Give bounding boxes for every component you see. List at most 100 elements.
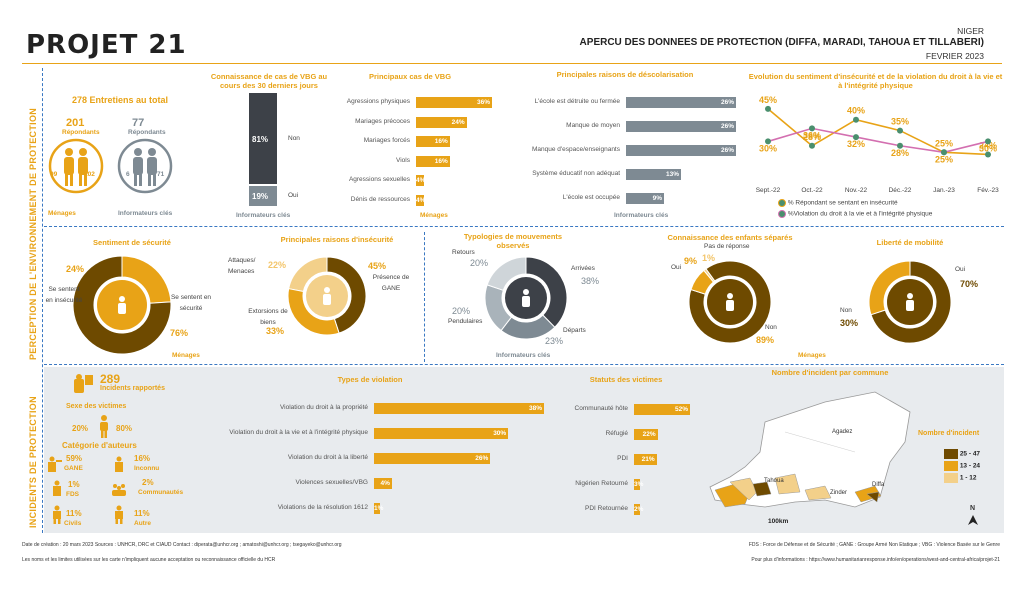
bar [374, 428, 509, 439]
mobility-donut [868, 260, 952, 344]
insecurity-label-gane: Présence de GANE [372, 274, 410, 292]
bar-value: 38% [528, 405, 542, 412]
mobility-title: Liberté de mobilité [876, 238, 944, 247]
security-label-insecure: Se sentent en insécurité [45, 286, 83, 304]
school-title: Principales raisons de déscolarisation [556, 70, 694, 79]
bar-value: 13% [665, 171, 679, 178]
respondents-male: 102 [84, 171, 95, 178]
bar-value: 16% [434, 138, 448, 145]
bar-category-label: Agressions physiques [346, 98, 410, 105]
bar [634, 479, 640, 490]
page-title: APERCU DES DONNEES DE PROTECTION (DIFFA,… [579, 37, 984, 48]
side-label-perception: PERCEPTION DE L'ENVIRONNEMENT DE PROTECT… [28, 107, 38, 360]
movement-title: Typologies de mouvements observés [463, 232, 563, 250]
bar-value: 4% [416, 177, 426, 184]
trend-title: Evolution du sentiment d'insécurité et d… [748, 72, 1003, 90]
trend-data-label: 24% [979, 140, 997, 150]
trend-legend-item-1: % Répondant se sentant en insécurité [778, 199, 932, 207]
trend-point [985, 151, 991, 158]
donut-slice [688, 260, 772, 344]
bar-category-label: Système éducatif non adéquat [532, 170, 620, 177]
insecurity-title: Principales raisons d'insécurité [280, 235, 394, 244]
map-label-zinder: Zinder [830, 490, 848, 496]
authors-title: Catégorie d'auteurs [62, 441, 137, 450]
stacked-bar-value: 19% [252, 192, 269, 202]
bar-category-label: Manque d'espace/enseignants [532, 146, 620, 153]
security-pct-secure: 76% [170, 328, 189, 338]
trend-x-tick: Fév.-23 [977, 187, 999, 194]
stacked-bar-category: Non [288, 134, 300, 142]
trend-chart: 45%28%40%35%25% 24%30%36%32%28%25%30%Sept… [756, 95, 999, 194]
map-scale: 100km [768, 518, 789, 525]
author-unknown-pct: 16% [134, 454, 151, 463]
sex-title: Sexe des victimes [66, 403, 127, 410]
movement-label-departures: Départs [563, 327, 586, 334]
author-community-label: Communautés [138, 489, 184, 496]
bar-value: 2% [634, 506, 644, 513]
bar [626, 193, 665, 204]
bar [626, 145, 736, 156]
author-gane-label: GANE [64, 465, 83, 472]
violation-chart: Violation du droit à la propriété 38% Viol… [180, 403, 560, 523]
ki-female: 6 [126, 171, 130, 178]
security-label-secure: Se sentent en sécurité [170, 294, 212, 312]
author-fds-pct: 1% [68, 480, 80, 489]
movement-footer: Informateurs clés [496, 352, 551, 359]
community-icon [112, 484, 126, 496]
bar-category-label: L'école est occupée [562, 194, 620, 201]
bar-category-label: Violences sexuelles/VBG [295, 479, 368, 486]
bar-value: 1% [374, 505, 384, 512]
author-unknown-label: Inconnu [134, 465, 160, 472]
soldier-icon [53, 480, 61, 496]
donut-slice [525, 256, 568, 328]
bar-value: 21% [641, 456, 655, 463]
security-donut [72, 255, 172, 355]
bar-category-label: Dénis de ressources [350, 195, 410, 203]
stacked-bar-segment [248, 92, 278, 186]
trend-data-label: 30% [979, 143, 997, 153]
children-label-yes: Oui [671, 264, 682, 271]
bar [634, 454, 657, 465]
trend-x-tick: Jan.-23 [933, 187, 955, 194]
footer-right-2: Pour plus d'informations : https://www.h… [751, 557, 1000, 563]
legend-item-low: 1 - 12 [944, 473, 980, 485]
key-informant-icon [117, 138, 173, 194]
trend-point [985, 138, 991, 145]
bar-category-label: Manque de moyen [566, 122, 620, 129]
interviews-total: 278 Entretiens au total [72, 95, 169, 105]
security-title: Sentiment de sécurité [93, 238, 171, 247]
vbg-knowledge-footer: Informateurs clés [236, 212, 291, 219]
school-chart: L'école est détruite ou fermée 26% Manque … [500, 97, 740, 212]
school-footer: Informateurs clés [614, 212, 669, 219]
map-legend-title: Nombre d'incident [918, 430, 980, 437]
donut-slice [870, 260, 952, 344]
bar-category-label: Nigérien Retourné [575, 480, 628, 487]
bar [416, 194, 425, 206]
respondents-label: Répondants [62, 129, 100, 136]
violation-title: Types de violation [337, 375, 403, 384]
bar-category-label: Mariages forcés [363, 137, 410, 144]
niger-map [709, 391, 911, 508]
bar-value: 4% [380, 480, 390, 487]
map-label-tahoua: Tahoua [764, 478, 784, 484]
bar-category-label: Viols [396, 156, 410, 164]
insecurity-label-attacks: Attaques/ Menaces [228, 257, 256, 275]
movement-label-arrivals: Arrivées [571, 265, 595, 272]
status-chart: Communauté hôte 52% Réfugié 22% PDI 21% Nigéri… [540, 404, 720, 524]
security-footer: Ménages [172, 352, 200, 359]
stacked-bar-segment [248, 185, 278, 207]
trend-series-line [767, 108, 989, 156]
donut-slice [486, 256, 527, 291]
legend-item-mid: 13 - 24 [944, 461, 980, 473]
status-title: Statuts des victimes [589, 375, 663, 384]
bar [374, 478, 392, 489]
armed-group-icon [48, 456, 62, 472]
movement-pct-returns: 20% [470, 258, 489, 268]
mobility-pct-no: 30% [840, 318, 859, 328]
row-divider-2 [44, 364, 1004, 365]
trend-legend-item-2: %Violation du droit à la vie et à l'inté… [778, 210, 932, 218]
children-pct-yes: 9% [684, 256, 698, 266]
bar-value: 26% [720, 147, 734, 154]
incidents-icon [74, 374, 93, 393]
footer-left-2: Les noms et les limites utilisées sur le… [22, 557, 276, 563]
